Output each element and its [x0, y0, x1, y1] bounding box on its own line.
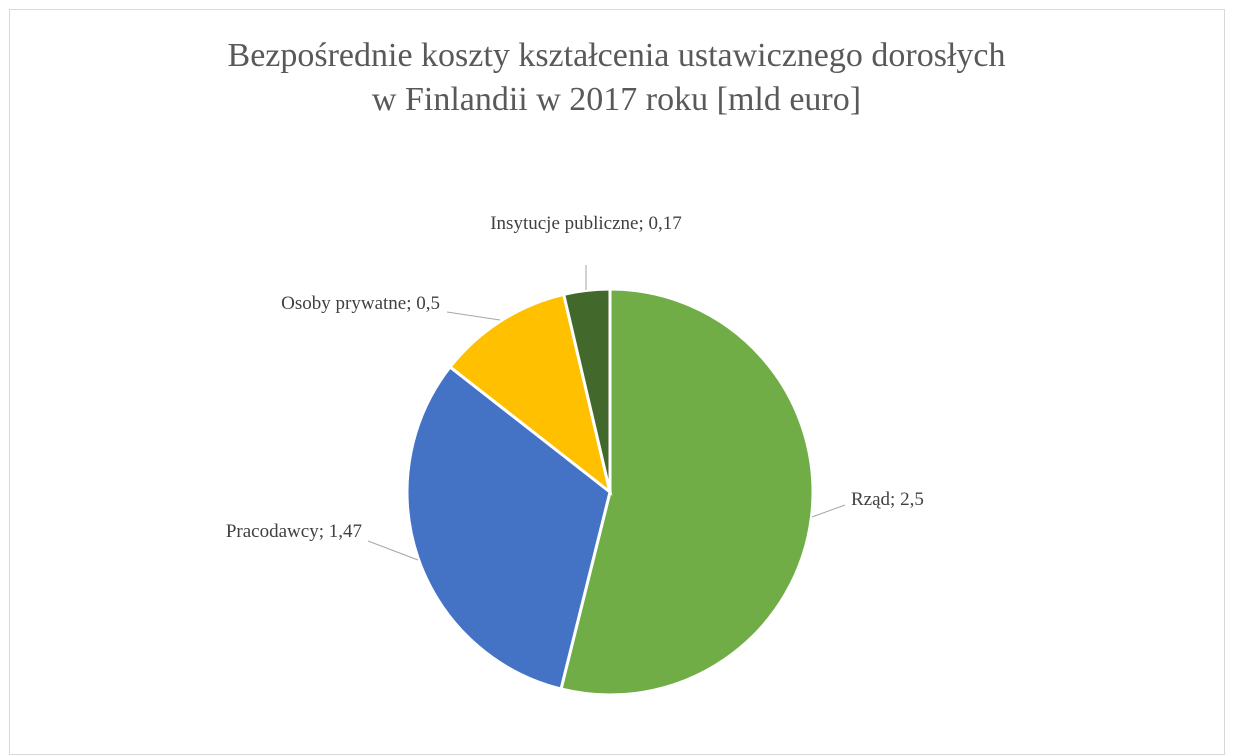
data-label: Rząd; 2,5	[851, 489, 924, 510]
leader-line	[446, 311, 501, 321]
leader-line	[367, 540, 419, 561]
pie-slice	[559, 287, 815, 697]
pie-slice	[447, 292, 613, 496]
pie-slice	[405, 364, 612, 691]
data-label: Insytucje publiczne; 0,17	[490, 213, 682, 234]
leader-line	[811, 504, 846, 518]
pie-slice	[561, 287, 612, 493]
data-label: Pracodawcy; 1,47	[225, 521, 362, 542]
chart-title: Bezpośrednie koszty kształcenia ustawicz…	[227, 37, 1006, 74]
chart-title: w Finlandii w 2017 roku [mld euro]	[371, 81, 862, 118]
data-label: Osoby prywatne; 0,5	[281, 293, 440, 314]
